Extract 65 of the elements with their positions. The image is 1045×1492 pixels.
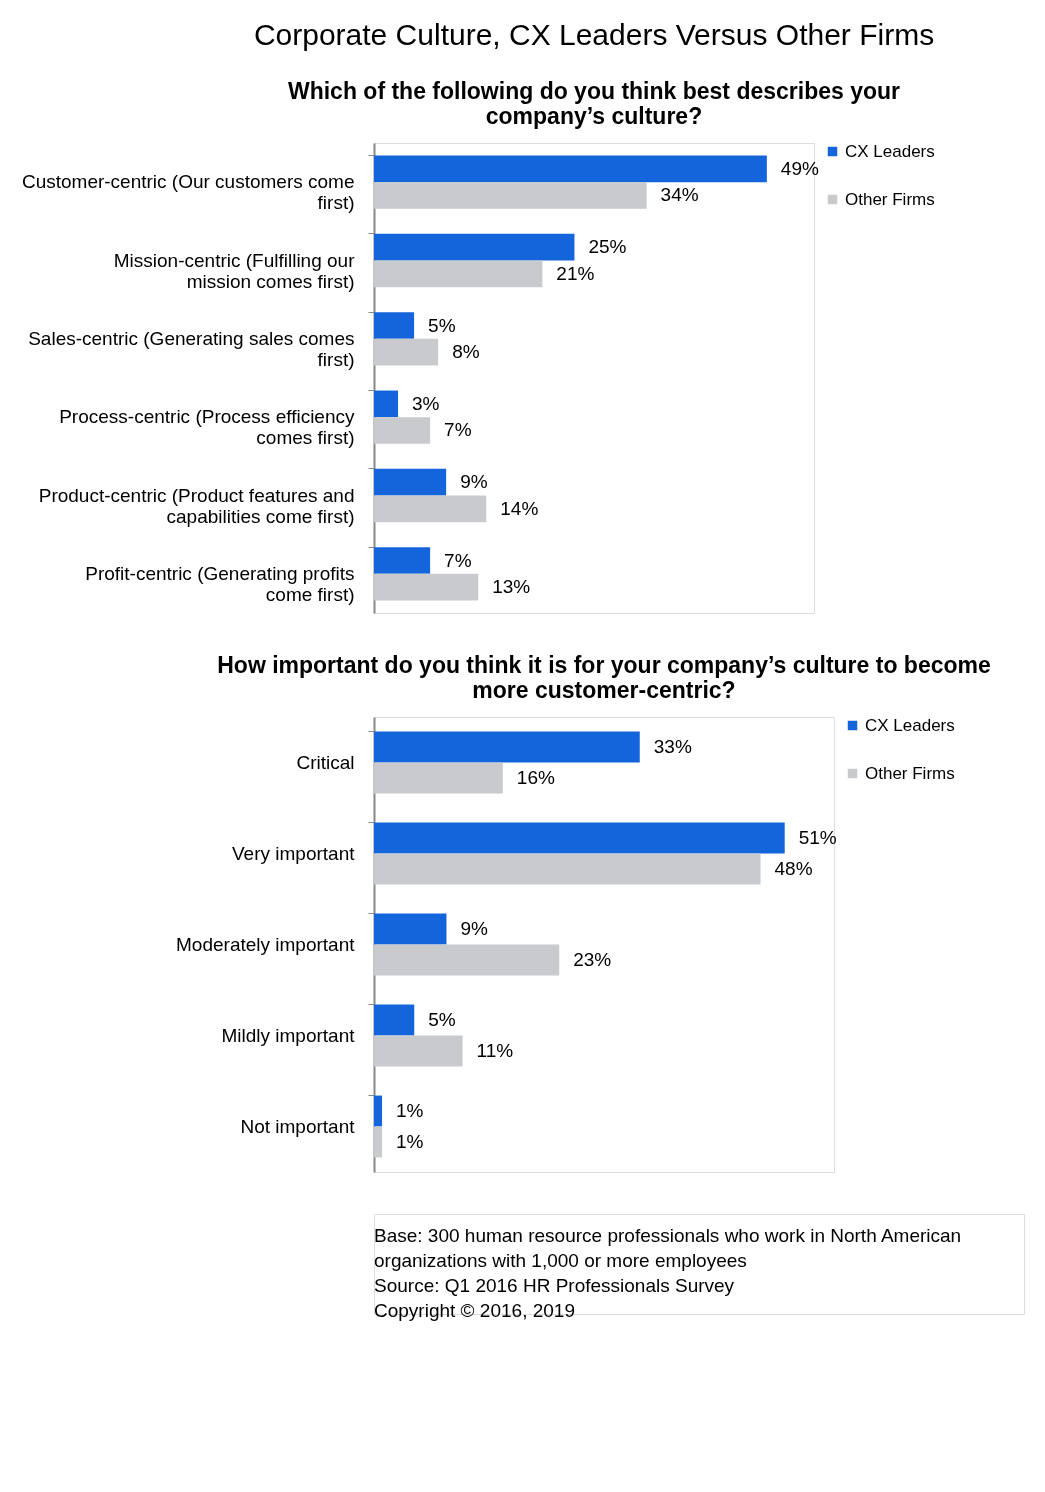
y-tick-label: Critical: [296, 751, 355, 773]
y-tick-label: Product-centric (Product features and capabilities come first): [38, 484, 355, 527]
bar: [374, 731, 640, 763]
data-label: 13%: [492, 576, 531, 598]
data-label: 23%: [573, 948, 612, 970]
data-label: 25%: [588, 236, 627, 258]
legend-label: Other Firms: [845, 189, 935, 209]
legend-label: CX Leaders: [865, 715, 955, 735]
bar: [374, 1035, 463, 1067]
data-label: 5%: [428, 1009, 456, 1031]
legend-label: Other Firms: [865, 763, 955, 783]
bar: [374, 155, 767, 183]
data-label: 1%: [396, 1130, 424, 1152]
y-tick-label: Moderately important: [176, 933, 356, 955]
y-tick-label: Mildly important: [221, 1024, 356, 1046]
y-tick-label: Profit-centric (Generating profits come first): [85, 562, 355, 605]
text: Base: 300 human resource professionals who work in North American organizations with 1,000 or more employees: [374, 1224, 962, 1271]
data-label: 5%: [428, 314, 456, 336]
chart-subtitle: Which of the following do you think best describes your company’s culture?: [287, 78, 901, 129]
data-label: 16%: [516, 766, 555, 788]
bar: [374, 1095, 383, 1127]
data-label: 21%: [556, 262, 595, 284]
data-label: 48%: [774, 857, 813, 879]
y-tick-label: Very important: [232, 842, 356, 864]
data-label: 49%: [780, 157, 819, 179]
bar: [374, 417, 431, 444]
bar: [374, 468, 447, 496]
data-label: 34%: [660, 184, 699, 206]
legend-label: CX Leaders: [845, 141, 935, 161]
data-label: 8%: [452, 341, 480, 363]
bar: [374, 233, 575, 261]
source-note: Source: Q1 2016 HR Professionals Survey: [374, 1274, 735, 1296]
y-tick-label: Process-centric (Process efficiency comes first): [59, 406, 355, 449]
text: Copyright © 2016, 2019: [374, 1299, 575, 1321]
bar: [374, 260, 543, 288]
data-label: 11%: [476, 1039, 514, 1061]
bar: [374, 547, 431, 574]
bar: [374, 338, 439, 366]
bar: [374, 390, 399, 418]
y-tick-label: Not important: [240, 1115, 356, 1137]
bar: [374, 1126, 383, 1158]
data-label: 9%: [460, 918, 489, 940]
bar: [374, 312, 415, 339]
y-tick-label: Mission-centric (Fulfilling our mission comes first): [113, 249, 356, 292]
data-label: 1%: [396, 1100, 424, 1122]
bar: [374, 853, 761, 885]
chart-title: How important do you think it is for your company’s culture to become more customer-centric?: [217, 652, 991, 703]
bar: [374, 913, 447, 945]
bar: [374, 1004, 415, 1036]
bar: [374, 182, 647, 209]
data-label: 7%: [444, 549, 472, 571]
chart-title: Corporate Culture, CX Leaders Versus Other Firms: [253, 18, 935, 51]
data-label: 14%: [500, 497, 539, 519]
bar: [374, 762, 503, 794]
data-label: 7%: [444, 419, 472, 441]
bar: [374, 573, 479, 601]
bar: [374, 822, 785, 854]
data-label: 33%: [653, 736, 692, 758]
bar: [374, 495, 487, 523]
y-tick-label: Sales-centric (Generating sales comes first): [28, 327, 355, 370]
data-label: 9%: [460, 471, 488, 493]
bar: [374, 944, 560, 976]
data-label: 3%: [412, 392, 440, 414]
data-label: 51%: [798, 827, 837, 849]
y-tick-label: Customer-centric (Our customers come first): [21, 171, 355, 214]
